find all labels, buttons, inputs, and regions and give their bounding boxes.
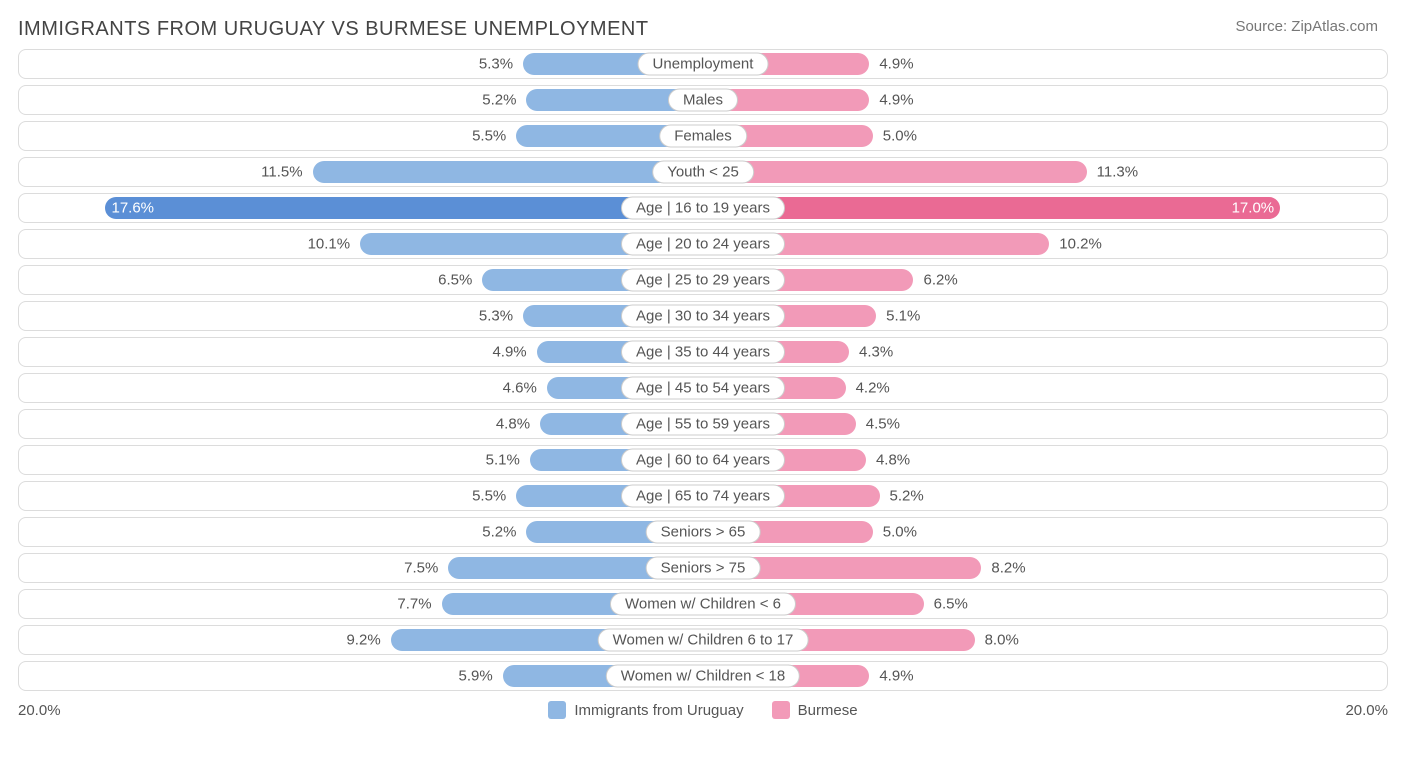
value-left: 9.2%: [346, 632, 390, 649]
chart-row: 5.2% 5.0% Seniors > 65: [18, 517, 1388, 547]
value-right: 6.5%: [924, 596, 968, 613]
category-pill: Youth < 25: [652, 161, 754, 184]
chart-row: 10.1% 10.2% Age | 20 to 24 years: [18, 229, 1388, 259]
value-left: 5.5%: [472, 488, 516, 505]
value-right: 4.9%: [869, 56, 913, 73]
category-pill: Age | 30 to 34 years: [621, 305, 785, 328]
chart-row: 6.5% 6.2% Age | 25 to 29 years: [18, 265, 1388, 295]
value-left: 5.2%: [482, 92, 526, 109]
chart-row: 5.3% 5.1% Age | 30 to 34 years: [18, 301, 1388, 331]
value-left: 6.5%: [438, 272, 482, 289]
value-left: 5.3%: [479, 308, 523, 325]
chart-row: 5.9% 4.9% Women w/ Children < 18: [18, 661, 1388, 691]
category-pill: Age | 35 to 44 years: [621, 341, 785, 364]
value-left: 5.1%: [486, 452, 530, 469]
category-pill: Women w/ Children < 18: [606, 665, 800, 688]
category-pill: Age | 20 to 24 years: [621, 233, 785, 256]
legend-swatch-right: [772, 701, 790, 719]
value-right: 8.2%: [981, 560, 1025, 577]
legend: Immigrants from Uruguay Burmese: [548, 701, 857, 719]
category-pill: Women w/ Children 6 to 17: [598, 629, 809, 652]
value-right: 4.2%: [846, 380, 890, 397]
chart-row: 5.2% 4.9% Males: [18, 85, 1388, 115]
value-right: 6.2%: [913, 272, 957, 289]
header: IMMIGRANTS FROM URUGUAY VS BURMESE UNEMP…: [0, 0, 1406, 49]
value-right: 4.9%: [869, 668, 913, 685]
bar-left: 17.6%: [105, 197, 703, 219]
category-pill: Age | 65 to 74 years: [621, 485, 785, 508]
chart-row: 7.5% 8.2% Seniors > 75: [18, 553, 1388, 583]
chart-row: 4.8% 4.5% Age | 55 to 59 years: [18, 409, 1388, 439]
value-left: 4.8%: [496, 416, 540, 433]
category-pill: Age | 60 to 64 years: [621, 449, 785, 472]
category-pill: Seniors > 75: [646, 557, 761, 580]
legend-label-left: Immigrants from Uruguay: [574, 702, 743, 719]
chart-row: 4.9% 4.3% Age | 35 to 44 years: [18, 337, 1388, 367]
bar-right: 11.3%: [703, 161, 1087, 183]
value-right: 4.3%: [849, 344, 893, 361]
value-left: 5.9%: [459, 668, 503, 685]
bar-right: 17.0%: [703, 197, 1280, 219]
chart-row: 17.6% 17.0% Age | 16 to 19 years: [18, 193, 1388, 223]
value-left: 11.5%: [261, 164, 312, 181]
chart-body: 5.3% 4.9% Unemployment 5.2% 4.9% Males 5.5% 5.0…: [0, 49, 1406, 691]
value-right: 5.1%: [876, 308, 920, 325]
chart-row: 4.6% 4.2% Age | 45 to 54 years: [18, 373, 1388, 403]
legend-swatch-left: [548, 701, 566, 719]
category-pill: Age | 45 to 54 years: [621, 377, 785, 400]
value-right: 4.9%: [869, 92, 913, 109]
legend-item-right: Burmese: [772, 701, 858, 719]
value-left: 5.2%: [482, 524, 526, 541]
category-pill: Unemployment: [638, 53, 769, 76]
chart-row: 5.5% 5.0% Females: [18, 121, 1388, 151]
value-right: 8.0%: [975, 632, 1019, 649]
value-right: 4.5%: [856, 416, 900, 433]
value-right: 11.3%: [1087, 164, 1138, 181]
value-right: 4.8%: [866, 452, 910, 469]
chart-row: 9.2% 8.0% Women w/ Children 6 to 17: [18, 625, 1388, 655]
value-right: 5.0%: [873, 524, 917, 541]
chart-row: 7.7% 6.5% Women w/ Children < 6: [18, 589, 1388, 619]
value-left: 10.1%: [308, 236, 361, 253]
category-pill: Males: [668, 89, 738, 112]
value-right: 5.0%: [873, 128, 917, 145]
category-pill: Seniors > 65: [646, 521, 761, 544]
axis-legend-row: 20.0% Immigrants from Uruguay Burmese 20…: [0, 697, 1406, 719]
category-pill: Women w/ Children < 6: [610, 593, 796, 616]
legend-item-left: Immigrants from Uruguay: [548, 701, 743, 719]
chart-row: 5.3% 4.9% Unemployment: [18, 49, 1388, 79]
value-left: 7.7%: [397, 596, 441, 613]
category-pill: Age | 55 to 59 years: [621, 413, 785, 436]
value-left: 4.9%: [492, 344, 536, 361]
chart-row: 5.1% 4.8% Age | 60 to 64 years: [18, 445, 1388, 475]
value-right: 10.2%: [1049, 236, 1102, 253]
value-left: 4.6%: [503, 380, 547, 397]
axis-left-max: 20.0%: [18, 702, 61, 719]
value-left: 5.5%: [472, 128, 516, 145]
value-left: 5.3%: [479, 56, 523, 73]
chart-row: 11.5%11.3%Youth < 25: [18, 157, 1388, 187]
chart-row: 5.5% 5.2% Age | 65 to 74 years: [18, 481, 1388, 511]
category-pill: Age | 16 to 19 years: [621, 197, 785, 220]
value-right: 5.2%: [880, 488, 924, 505]
category-pill: Females: [659, 125, 747, 148]
axis-right-max: 20.0%: [1345, 702, 1388, 719]
category-pill: Age | 25 to 29 years: [621, 269, 785, 292]
legend-label-right: Burmese: [798, 702, 858, 719]
value-left: 17.6%: [111, 200, 154, 217]
value-right: 17.0%: [1232, 200, 1275, 217]
source-attribution: Source: ZipAtlas.com: [1235, 18, 1378, 35]
bar-left: 11.5%: [313, 161, 703, 183]
chart-title: IMMIGRANTS FROM URUGUAY VS BURMESE UNEMP…: [18, 18, 649, 41]
value-left: 7.5%: [404, 560, 448, 577]
